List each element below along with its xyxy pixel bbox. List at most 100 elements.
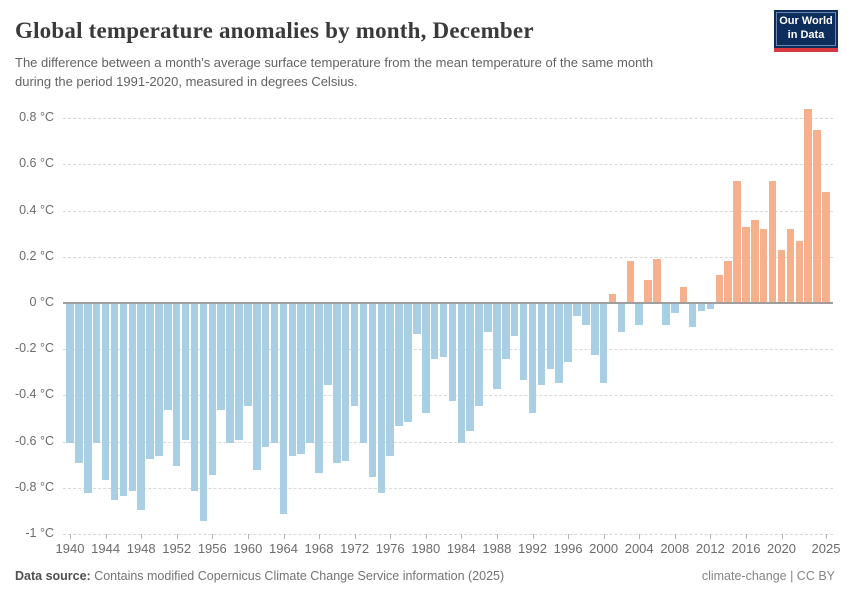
bar-2021[interactable] <box>786 229 795 303</box>
bar-2019[interactable] <box>768 181 777 303</box>
bar-1956[interactable] <box>208 304 217 475</box>
bar-2024[interactable] <box>813 130 821 303</box>
gridline--0.2 °C <box>63 349 833 350</box>
bar-1940[interactable] <box>66 304 74 443</box>
bar-2013[interactable] <box>715 275 724 303</box>
bar-1995[interactable] <box>555 304 563 383</box>
bar-1951[interactable] <box>164 304 172 410</box>
bar-1966[interactable] <box>297 304 305 454</box>
bar-1953[interactable] <box>181 304 190 440</box>
bar-2020[interactable] <box>777 250 786 303</box>
bar-2018[interactable] <box>759 229 768 303</box>
bar-1948[interactable] <box>137 304 145 510</box>
bar-1986[interactable] <box>475 304 483 406</box>
x-axis-tick-label: 1992 <box>518 541 547 556</box>
x-axis-tick <box>283 534 285 539</box>
bar-2010[interactable] <box>688 304 697 327</box>
bar-1964[interactable] <box>279 304 288 514</box>
bar-1962[interactable] <box>261 304 270 447</box>
bar-1957[interactable] <box>217 304 225 410</box>
x-axis-tick <box>105 534 107 539</box>
bar-1946[interactable] <box>119 304 128 496</box>
bar-1971[interactable] <box>341 304 350 461</box>
x-axis-tick <box>461 534 463 539</box>
bar-1947[interactable] <box>128 304 137 491</box>
bar-1976[interactable] <box>386 304 394 456</box>
bar-2014[interactable] <box>724 261 732 303</box>
bar-1981[interactable] <box>430 304 439 359</box>
bar-2022[interactable] <box>795 241 804 303</box>
bar-1988[interactable] <box>493 304 501 389</box>
bar-2009[interactable] <box>679 287 688 303</box>
bar-1968[interactable] <box>315 304 323 473</box>
bar-1979[interactable] <box>413 304 421 334</box>
bar-2000[interactable] <box>599 304 608 383</box>
bar-1984[interactable] <box>457 304 466 443</box>
bar-1982[interactable] <box>439 304 448 357</box>
bar-1945[interactable] <box>110 304 119 500</box>
bar-1969[interactable] <box>324 304 332 385</box>
bar-2012[interactable] <box>706 304 715 309</box>
owid-logo[interactable]: Our World in Data <box>774 10 838 52</box>
bar-1987[interactable] <box>484 304 492 332</box>
bar-2025[interactable] <box>822 192 830 303</box>
gridline--0.8 °C <box>63 488 833 489</box>
bar-1991[interactable] <box>519 304 528 380</box>
bar-1990[interactable] <box>510 304 519 336</box>
bar-1949[interactable] <box>146 304 154 459</box>
bar-1954[interactable] <box>190 304 199 491</box>
x-axis-tick-label: 2016 <box>731 541 761 556</box>
bar-2001[interactable] <box>608 294 617 303</box>
bar-2023[interactable] <box>804 109 812 303</box>
bar-2011[interactable] <box>697 304 706 311</box>
bar-1985[interactable] <box>466 304 474 431</box>
license-link[interactable]: climate-change | CC BY <box>701 569 835 583</box>
bar-1941[interactable] <box>75 304 83 463</box>
bar-2002[interactable] <box>617 304 626 332</box>
bar-2007[interactable] <box>662 304 670 325</box>
bar-1999[interactable] <box>591 304 599 355</box>
bar-1960[interactable] <box>244 304 252 406</box>
bar-1983[interactable] <box>448 304 457 401</box>
bar-1997[interactable] <box>573 304 581 316</box>
bar-2008[interactable] <box>671 304 679 313</box>
bar-1963[interactable] <box>270 304 279 443</box>
bar-2003[interactable] <box>626 261 635 303</box>
bar-1993[interactable] <box>537 304 546 385</box>
x-axis-tick-label: 1940 <box>55 541 85 556</box>
bar-2006[interactable] <box>653 259 661 303</box>
bar-1994[interactable] <box>546 304 555 369</box>
bar-1955[interactable] <box>199 304 208 521</box>
bar-1942[interactable] <box>84 304 92 493</box>
bar-1992[interactable] <box>528 304 537 413</box>
bar-2004[interactable] <box>635 304 643 325</box>
bar-1965[interactable] <box>288 304 297 456</box>
bar-1977[interactable] <box>395 304 403 426</box>
bar-1975[interactable] <box>377 304 386 493</box>
bar-1974[interactable] <box>368 304 377 477</box>
bar-1959[interactable] <box>235 304 243 440</box>
bar-1998[interactable] <box>582 304 590 325</box>
bar-1996[interactable] <box>564 304 572 362</box>
x-axis-tick-label: 2008 <box>660 541 690 556</box>
bar-1967[interactable] <box>306 304 314 443</box>
bar-2015[interactable] <box>733 181 741 303</box>
data-source-label: Data source: <box>15 569 91 583</box>
bar-1958[interactable] <box>226 304 234 443</box>
bar-2017[interactable] <box>751 220 759 303</box>
bar-1952[interactable] <box>172 304 181 466</box>
bar-1961[interactable] <box>253 304 261 470</box>
x-axis-tick-label: 1972 <box>340 541 370 556</box>
bar-1978[interactable] <box>404 304 412 422</box>
bar-1972[interactable] <box>350 304 359 406</box>
bar-1944[interactable] <box>101 304 110 480</box>
bar-2016[interactable] <box>742 227 750 303</box>
y-axis-tick-label: -0.2 °C <box>14 341 54 355</box>
bar-1980[interactable] <box>422 304 430 413</box>
bar-1989[interactable] <box>502 304 510 359</box>
bar-1950[interactable] <box>155 304 163 456</box>
bar-2005[interactable] <box>644 280 652 303</box>
bar-1970[interactable] <box>333 304 341 463</box>
bar-1943[interactable] <box>92 304 101 443</box>
bar-1973[interactable] <box>359 304 368 443</box>
